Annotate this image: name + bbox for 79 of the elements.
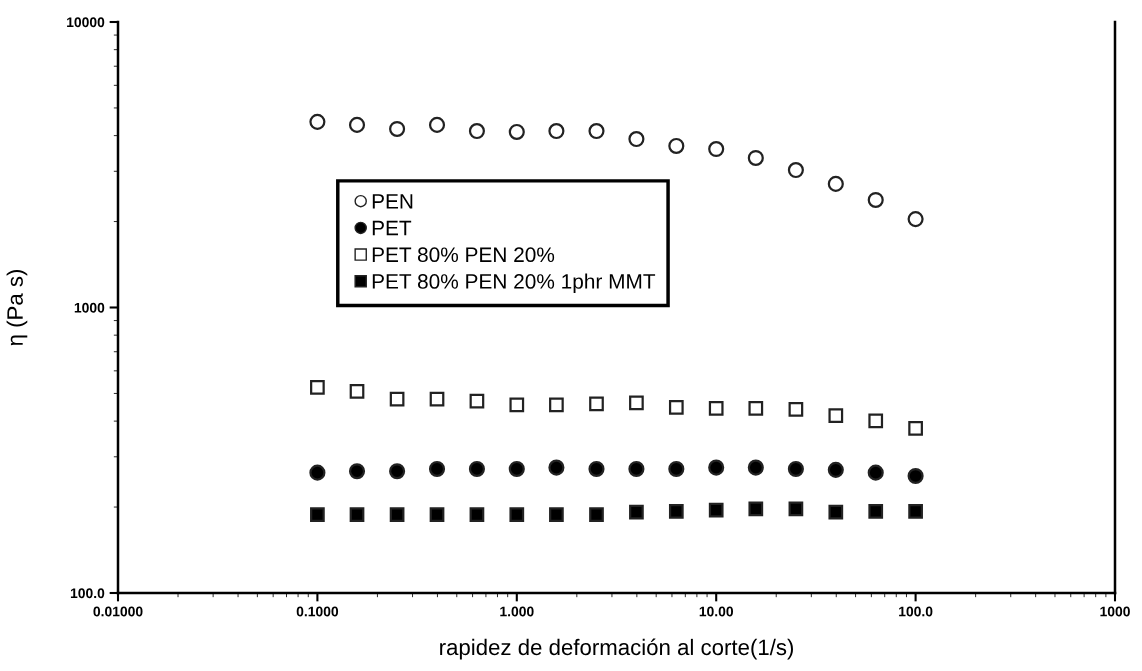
x-tick-label: 0.01000 (93, 606, 143, 617)
point (867, 191, 884, 209)
point (828, 504, 844, 520)
point (787, 460, 804, 477)
x-axis-title: rapidez de deformación al corte(1/s) (440, 638, 793, 660)
point (348, 116, 366, 133)
point (309, 464, 326, 481)
point (469, 507, 485, 523)
point (907, 211, 924, 228)
y-tick-label: 10000 (67, 17, 105, 28)
point (389, 463, 406, 480)
point (867, 464, 884, 481)
point (708, 502, 724, 518)
y-axis-title: η (Pa s) (6, 269, 28, 346)
point (827, 461, 844, 478)
point (748, 501, 764, 517)
y-tick-label: 1000 (74, 302, 105, 313)
point (629, 504, 644, 520)
point (429, 391, 445, 407)
point (389, 391, 405, 407)
point (509, 507, 525, 523)
point (428, 116, 446, 133)
point (468, 122, 485, 140)
point (508, 123, 525, 140)
point (310, 380, 325, 395)
point (310, 507, 325, 523)
x-tick-label: 1.000 (500, 606, 534, 617)
point (747, 149, 764, 167)
point (589, 396, 604, 412)
x-tick-label: 0.1000 (296, 606, 339, 617)
point (908, 504, 923, 519)
point (868, 504, 884, 519)
point (389, 507, 405, 523)
point (788, 401, 804, 417)
point (668, 399, 684, 415)
point (748, 401, 764, 416)
point (348, 463, 366, 480)
point (309, 113, 326, 130)
point (788, 501, 804, 517)
point (429, 507, 445, 523)
point (668, 460, 685, 477)
point (589, 507, 604, 523)
point (349, 384, 365, 399)
point (708, 459, 725, 476)
x-tick-label: 1000 (1100, 606, 1130, 617)
point (468, 460, 485, 477)
legend-label: PEN (372, 194, 413, 209)
point (549, 397, 564, 413)
legend-label: PET 80% PEN 20% 1phr MMT (372, 273, 656, 293)
point (787, 161, 804, 179)
point (389, 120, 406, 138)
point (588, 122, 605, 140)
point (827, 175, 844, 192)
point (508, 460, 525, 477)
x-tick-label: 100.0 (899, 606, 933, 617)
point (628, 131, 645, 148)
point (828, 408, 844, 424)
point (509, 397, 525, 413)
point (908, 421, 923, 436)
point (628, 460, 645, 477)
x-tick-label: 10.00 (699, 606, 734, 617)
y-tick-label: 100.0 (70, 588, 105, 599)
point (668, 504, 684, 519)
point (907, 467, 924, 485)
legend-label: PET (372, 220, 412, 236)
point (588, 460, 605, 477)
legend-label: PET 80% PEN 20% (372, 247, 555, 263)
point (548, 459, 565, 476)
point (708, 140, 725, 158)
point (868, 413, 884, 429)
point (549, 507, 564, 523)
point (428, 460, 446, 477)
point (548, 122, 565, 140)
point (708, 401, 724, 416)
point (747, 459, 764, 476)
point (469, 393, 485, 409)
point (629, 395, 644, 411)
point (668, 137, 685, 154)
point (349, 507, 365, 523)
